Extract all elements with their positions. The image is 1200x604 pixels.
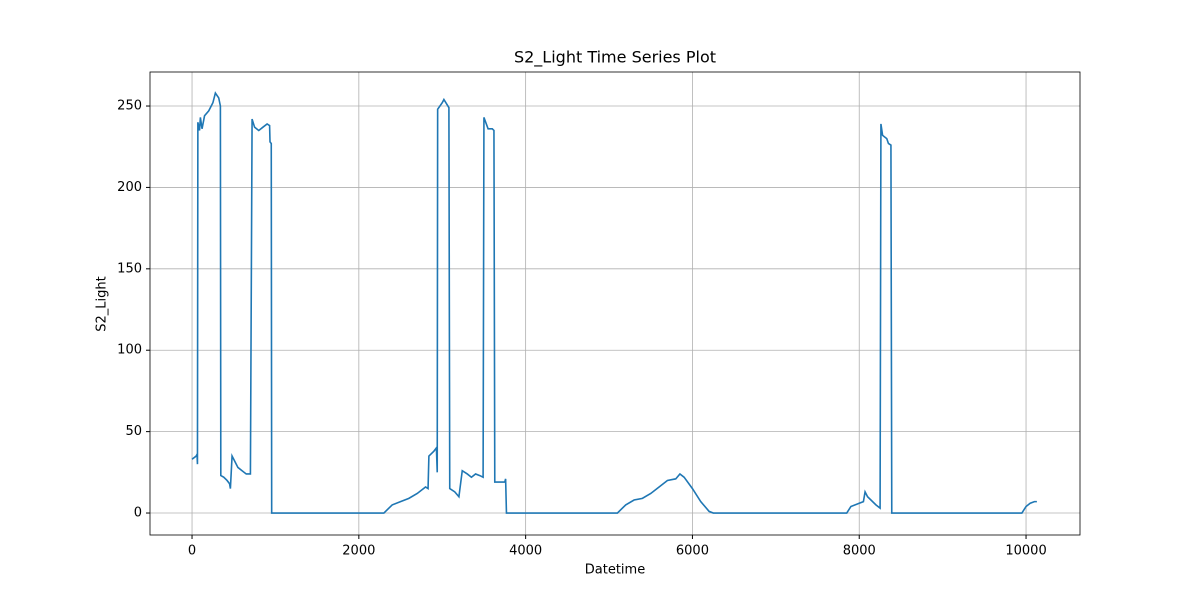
y-axis-label: S2_Light xyxy=(95,276,110,331)
x-tick-label: 10000 xyxy=(1005,544,1046,559)
y-tick-label: 250 xyxy=(117,99,142,114)
x-tick-label: 8000 xyxy=(843,544,876,559)
plot-frame xyxy=(149,71,1081,536)
data-line xyxy=(191,91,1037,514)
y-tick-label: 200 xyxy=(117,180,142,195)
x-tick-label: 4000 xyxy=(509,544,542,559)
x-tick-label: 2000 xyxy=(342,544,375,559)
y-tick-label: 50 xyxy=(125,424,142,439)
y-tick-label: 100 xyxy=(117,343,142,358)
y-tick-label: 0 xyxy=(134,506,142,521)
x-tick-label: 0 xyxy=(188,544,196,559)
x-tick-label: 6000 xyxy=(676,544,709,559)
y-tick-label: 150 xyxy=(117,261,142,276)
chart-title: S2_Light Time Series Plot xyxy=(514,48,716,68)
x-axis-label: Datetime xyxy=(585,563,645,578)
